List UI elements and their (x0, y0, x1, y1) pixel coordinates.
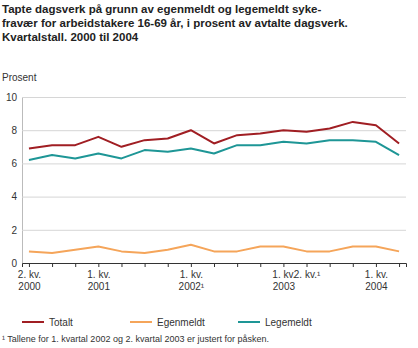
legend-label: Totalt (49, 317, 73, 328)
x-tick-label-line: 2001 (88, 281, 111, 292)
y-label: Prosent (2, 72, 37, 83)
x-tick-label-line: 2. kv.¹ (294, 269, 321, 280)
x-tick-mark (75, 263, 76, 267)
x-tick (399, 263, 400, 267)
footnote: ¹ Tallene for 1. kvartal 2002 og 2. kvar… (2, 334, 269, 344)
y-tick-label: 6 (11, 158, 17, 169)
x-tick-mark (260, 263, 261, 267)
x-tick (214, 263, 215, 267)
x-tick-label: 2. kv.2000 (18, 269, 41, 292)
x-tick (121, 263, 122, 267)
x-tick: 2. kv.¹ (294, 263, 321, 280)
title-line: fravær for arbeidstakere 16-69 år, i pro… (2, 17, 348, 29)
grid-line (22, 230, 406, 231)
x-tick-mark (283, 263, 284, 267)
y-tick: 0 (11, 258, 406, 269)
title-line: Tapte dagsverk på grunn av egenmeldt og … (2, 3, 321, 15)
x-tick-mark (353, 263, 354, 267)
legend-swatch (238, 321, 260, 323)
y-tick: 4 (11, 191, 406, 202)
y-tick: 6 (11, 158, 406, 169)
x-tick-label-line: 2000 (18, 281, 41, 292)
x-tick-mark (214, 263, 215, 267)
x-tick: 2. kv.2000 (18, 263, 41, 292)
grid-line (22, 197, 406, 198)
y-axis-line (23, 98, 407, 264)
x-tick-mark (330, 263, 331, 267)
x-tick-mark (98, 263, 99, 267)
series-line (29, 122, 399, 149)
chart: Tapte dagsverk på grunn av egenmeldt og … (0, 0, 418, 348)
y-tick-label: 0 (11, 258, 17, 269)
x-tick-mark (237, 263, 238, 267)
y-axis: 0 2 4 6 8 10 (6, 92, 406, 269)
y-tick-label: 2 (11, 225, 17, 236)
y-tick-label: 10 (6, 92, 18, 103)
x-tick-label-line: 2003 (273, 281, 296, 292)
lines (29, 122, 399, 253)
x-tick-mark (145, 263, 146, 267)
legend-item: Legemeldt (238, 317, 312, 328)
legend-item: Egenmeldt (130, 317, 205, 328)
x-tick (330, 263, 331, 267)
x-tick-label: 2. kv.¹ (294, 269, 321, 280)
x-tick-mark (376, 263, 377, 267)
x-tick-label-line: 2. kv. (18, 269, 41, 280)
grid-line (22, 130, 406, 131)
x-tick-label-line: 2004 (365, 281, 388, 292)
x-tick-label: 1. kv.2001 (87, 269, 110, 292)
x-tick-mark (191, 263, 192, 267)
x-tick (260, 263, 261, 267)
legend-item: Totalt (22, 317, 73, 328)
x-tick-mark (121, 263, 122, 267)
x-tick: 1. kv.2001 (87, 263, 110, 292)
y-tick: 8 (11, 125, 406, 136)
x-axis: 2. kv.20001. kv.20011. kv.2002¹1. kv.200… (18, 263, 407, 292)
legend-swatch (130, 321, 152, 323)
legend-swatch (22, 321, 44, 323)
x-tick-label: 1. kv.2003 (272, 269, 295, 292)
y-tick-label: 4 (11, 191, 17, 202)
x-tick: 1. kv.2004 (365, 263, 388, 292)
x-tick-label-line: 1. kv. (272, 269, 295, 280)
x-tick-label-line: 1. kv. (87, 269, 110, 280)
x-tick-label-line: 1. kv. (365, 269, 388, 280)
title-line: Kvartalstall. 2000 til 2004 (2, 31, 139, 43)
legend: Totalt Egenmeldt Legemeldt (22, 317, 312, 328)
legend-label: Egenmeldt (157, 317, 205, 328)
x-tick-label-line: 1. kv. (180, 269, 203, 280)
x-tick-label-line: 2002¹ (179, 281, 205, 292)
y-tick-label: 8 (11, 125, 17, 136)
grid-line (22, 97, 406, 98)
x-tick (52, 263, 53, 267)
y-tick: 10 (6, 92, 406, 103)
x-tick (75, 263, 76, 267)
x-tick-label: 1. kv.2002¹ (179, 269, 205, 292)
x-tick (237, 263, 238, 267)
y-tick: 2 (11, 225, 406, 236)
x-tick-mark (52, 263, 53, 267)
series-line (29, 245, 399, 253)
x-tick (145, 263, 146, 267)
title: Tapte dagsverk på grunn av egenmeldt og … (2, 3, 348, 43)
series-line (29, 140, 399, 160)
legend-label: Legemeldt (265, 317, 312, 328)
x-tick-label: 1. kv.2004 (365, 269, 388, 292)
x-tick: 1. kv.2003 (272, 263, 295, 292)
x-tick-mark (168, 263, 169, 267)
plot: 02468102. kv.20001. kv.20011. kv.2002¹1.… (6, 92, 407, 292)
x-tick-mark (307, 263, 308, 267)
x-axis-line (23, 264, 407, 268)
x-tick (353, 263, 354, 267)
x-tick: 1. kv.2002¹ (179, 263, 205, 292)
x-tick-mark (29, 263, 30, 267)
x-tick-mark (399, 263, 400, 267)
grid-line (22, 163, 406, 164)
x-tick (168, 263, 169, 267)
